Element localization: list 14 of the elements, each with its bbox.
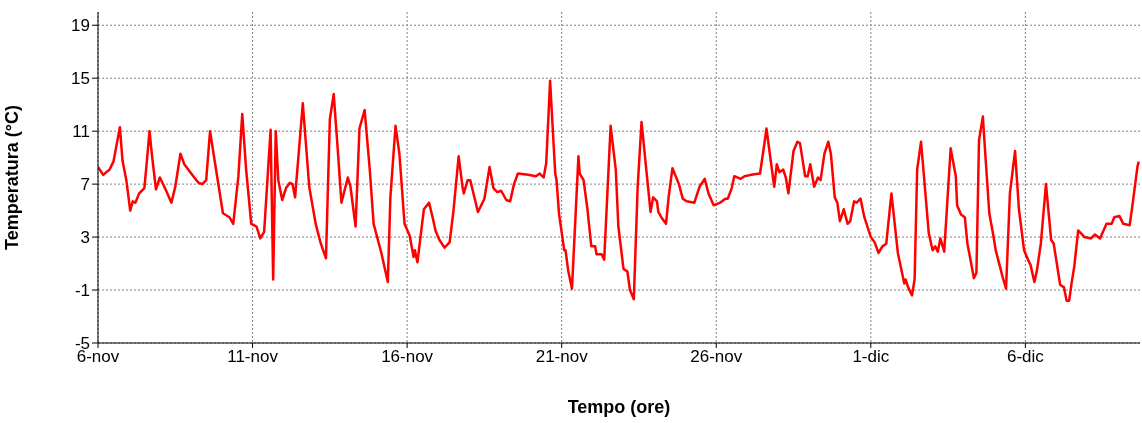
- y-tick-label: 15: [71, 69, 90, 89]
- x-tick-label: 16-nov: [381, 347, 434, 367]
- x-axis-title: Tempo (ore): [567, 397, 671, 417]
- y-axis-title: Temperatura (°C): [2, 105, 23, 250]
- y-tick-label: 11: [72, 122, 90, 142]
- y-tick-label: 19: [71, 16, 90, 36]
- x-tick-label: 26-nov: [690, 347, 743, 367]
- x-tick-label: 11-nov: [227, 347, 279, 367]
- y-tick-label: 3: [80, 228, 90, 248]
- y-tick-label: 7: [80, 175, 90, 195]
- x-tick-label: 6-dic: [1006, 347, 1045, 367]
- x-tick-label: 21-nov: [535, 347, 589, 367]
- y-tick-label: -1: [74, 281, 90, 301]
- x-tick-label: 1-dic: [852, 347, 890, 367]
